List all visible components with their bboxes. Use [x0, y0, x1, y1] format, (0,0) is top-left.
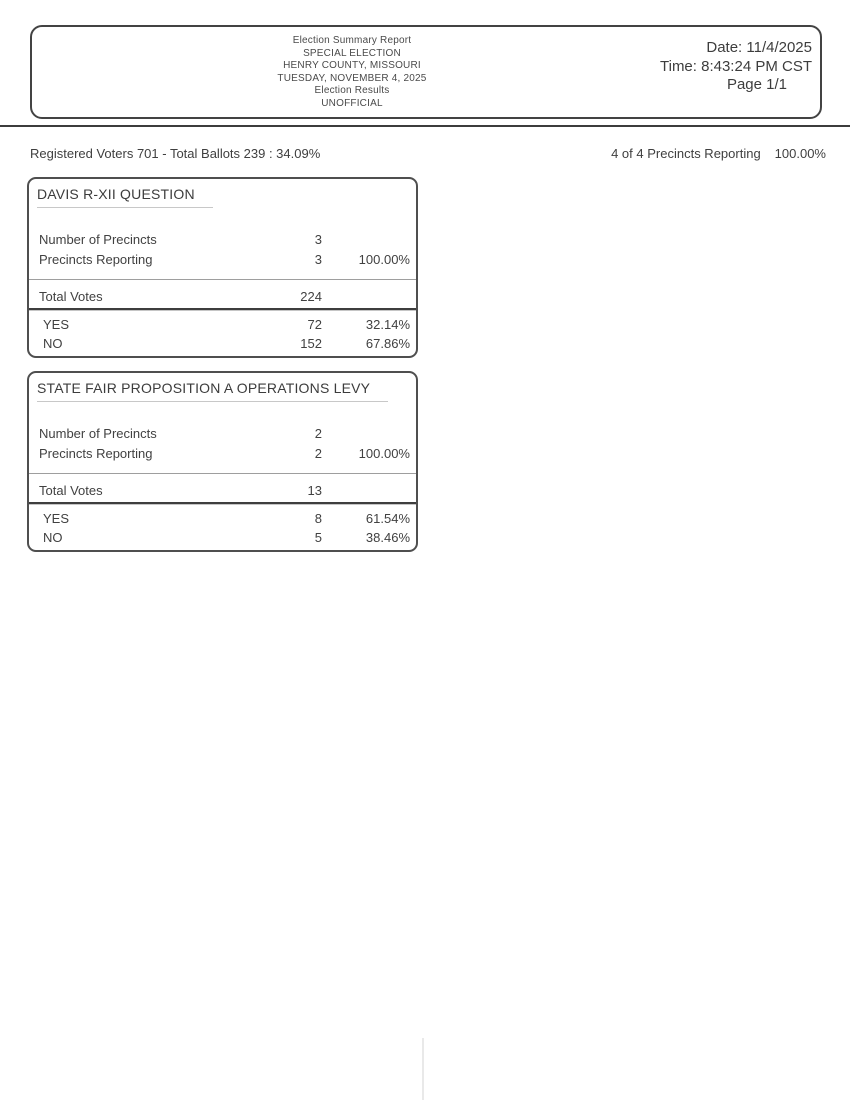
choice-percent: 61.54% [365, 511, 410, 526]
stat-percent: 100.00% [358, 252, 410, 267]
stat-value: 3 [314, 232, 322, 247]
stat-percent: 100.00% [358, 446, 410, 461]
stat-row-number-of-precincts: Number of Precincts 2 [39, 426, 410, 441]
report-title-block: Election Summary Report SPECIAL ELECTION… [32, 35, 672, 111]
stat-label: Precincts Reporting [39, 252, 153, 267]
contest-title: DAVIS R-XII QUESTION [37, 186, 213, 208]
separator-thick [29, 308, 416, 310]
report-header-box: Election Summary Report SPECIAL ELECTION… [30, 25, 822, 119]
report-time: Time: 8:43:24 PM CST [660, 57, 812, 75]
stat-row-precincts-reporting: Precincts Reporting 3 100.00% [39, 252, 410, 267]
precincts-reporting-percent: 100.00% [774, 146, 826, 161]
choice-row-no: NO 5 38.46% [39, 530, 410, 545]
contest-box-state-fair-prop-a: STATE FAIR PROPOSITION A OPERATIONS LEVY… [27, 371, 418, 552]
report-meta-block: Date: 11/4/2025 Time: 8:43:24 PM CST Pag… [660, 39, 812, 95]
report-date: Date: 11/4/2025 [706, 39, 812, 56]
choice-label: NO [43, 530, 63, 545]
precincts-reporting-summary: 4 of 4 Precincts Reporting 100.00% [611, 146, 826, 161]
scan-artifact-line [422, 1038, 424, 1100]
contest-title: STATE FAIR PROPOSITION A OPERATIONS LEVY [37, 380, 389, 402]
stat-row-number-of-precincts: Number of Precincts 3 [39, 232, 410, 247]
separator-thick [29, 502, 416, 504]
choice-row-yes: YES 72 32.14% [39, 317, 410, 332]
report-title-line: Election Summary Report [292, 35, 412, 46]
election-type-line: SPECIAL ELECTION [303, 47, 401, 59]
stat-row-precincts-reporting: Precincts Reporting 2 100.00% [39, 446, 410, 461]
stat-value: 2 [314, 446, 322, 461]
choice-percent: 67.86% [365, 336, 410, 351]
contest-box-davis-rxii: DAVIS R-XII QUESTION Number of Precincts… [27, 177, 418, 358]
choice-percent: 38.46% [365, 530, 410, 545]
total-votes-value: 13 [307, 483, 322, 498]
report-page-number: Page 1/1 [726, 76, 787, 93]
choice-label: YES [43, 511, 70, 526]
registered-voters-summary: Registered Voters 701 - Total Ballots 23… [30, 146, 321, 161]
total-votes-label: Total Votes [39, 483, 103, 498]
election-date-line: TUESDAY, NOVEMBER 4, 2025 [277, 72, 427, 84]
total-votes-row: Total Votes 224 [39, 289, 410, 304]
header-divider [0, 125, 850, 127]
separator-thin [29, 279, 416, 280]
choice-votes: 72 [307, 317, 322, 332]
choice-votes: 5 [314, 530, 322, 545]
total-votes-label: Total Votes [39, 289, 103, 304]
stat-value: 2 [314, 426, 322, 441]
choice-votes: 8 [314, 511, 322, 526]
choice-label: YES [43, 317, 70, 332]
stat-label: Number of Precincts [39, 426, 157, 441]
stat-label: Number of Precincts [39, 232, 157, 247]
total-votes-value: 224 [300, 289, 322, 304]
choice-percent: 32.14% [365, 317, 410, 332]
choice-row-no: NO 152 67.86% [39, 336, 410, 351]
unofficial-line: UNOFFICIAL [321, 97, 383, 109]
summary-row: Registered Voters 701 - Total Ballots 23… [30, 146, 826, 161]
stat-label: Precincts Reporting [39, 446, 153, 461]
choice-row-yes: YES 8 61.54% [39, 511, 410, 526]
county-line: HENRY COUNTY, MISSOURI [283, 60, 421, 72]
separator-thin [29, 473, 416, 474]
choice-label: NO [43, 336, 63, 351]
choice-votes: 152 [300, 336, 322, 351]
stat-value: 3 [314, 252, 322, 267]
results-line: Election Results [314, 85, 390, 97]
total-votes-row: Total Votes 13 [39, 483, 410, 498]
precincts-reporting-label: 4 of 4 Precincts Reporting [611, 146, 761, 161]
